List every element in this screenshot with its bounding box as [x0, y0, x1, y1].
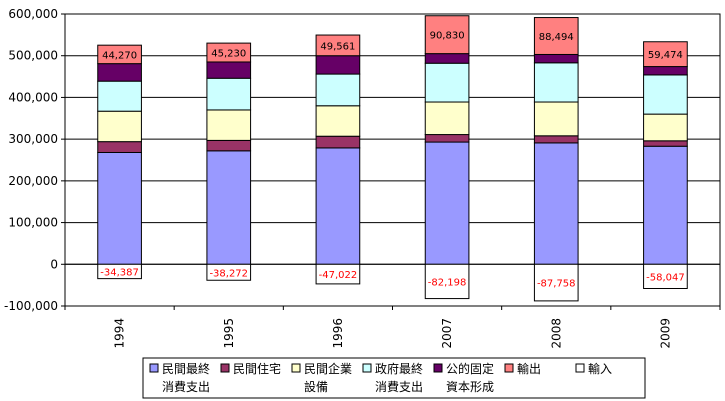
- bar-segment: [315, 73, 361, 107]
- y-tick-label: 300,000: [8, 132, 58, 146]
- bar-segment: [206, 139, 252, 152]
- legend-swatch: [575, 363, 585, 373]
- legend-label: 公的固定: [446, 361, 494, 376]
- y-tick-label: 400,000: [8, 90, 58, 104]
- bar-segment: [206, 77, 252, 111]
- y-tick-label: 200,000: [8, 174, 58, 188]
- data-labels: 44,270 -34,387 45,230 -38,272 49,561 -47,022 9…: [100, 31, 684, 290]
- bar-segment: [424, 53, 470, 64]
- legend-label: 消費支出: [375, 379, 423, 394]
- data-label: 59,474: [648, 50, 683, 61]
- bar-segment: [533, 62, 579, 103]
- bar-segment: [97, 44, 142, 65]
- bar-segment: [424, 101, 470, 136]
- plot-area: [64, 13, 721, 307]
- bar-segment: [643, 145, 688, 265]
- bar-segment: [643, 74, 688, 115]
- bar-segment: [643, 140, 688, 147]
- bar-segment: [643, 113, 688, 142]
- x-tick-label: 2009: [658, 318, 672, 349]
- x-axis: 1994 1995 1996 2007 2008 2009: [64, 306, 721, 349]
- data-label: -38,272: [209, 268, 248, 279]
- bar-segment: [206, 150, 252, 265]
- legend-swatch: [362, 363, 372, 373]
- legend-swatch: [504, 363, 514, 373]
- data-label: 44,270: [102, 50, 137, 61]
- bar-segment: [315, 263, 361, 285]
- bar-segment: [643, 263, 688, 289]
- bar-segment: [533, 101, 579, 137]
- legend-swatch: [220, 363, 230, 373]
- bar-segment: [206, 42, 252, 63]
- bar-segment: [315, 34, 361, 57]
- bar-segment: [424, 62, 470, 103]
- data-label: 45,230: [211, 49, 246, 60]
- legend-label: 民間企業: [304, 361, 352, 376]
- bar-segment: [315, 147, 361, 265]
- bar-segment: [97, 151, 142, 265]
- x-tick-label: 1994: [113, 318, 127, 349]
- legend-label: 資本形成: [446, 380, 494, 394]
- bar-segment: [206, 109, 252, 141]
- data-label: -34,387: [100, 267, 139, 278]
- legend-label: 輸入: [588, 361, 612, 376]
- bar-segment: [97, 110, 142, 143]
- x-tick-label: 1995: [222, 318, 236, 349]
- x-tick-label: 2008: [549, 318, 563, 349]
- bar-segment: [643, 41, 688, 68]
- bar-segment: [315, 135, 361, 149]
- legend-label: 設備: [304, 379, 328, 394]
- data-label: -82,198: [428, 277, 467, 288]
- y-axis: -100,000 0 100,000 200,000 300,000 400,000 500…: [4, 7, 65, 313]
- bar-segment: [97, 80, 142, 112]
- data-label: 49,561: [320, 41, 355, 52]
- bars: [97, 15, 688, 302]
- y-tick-label: -100,000: [4, 299, 58, 313]
- bar-segment: [97, 263, 142, 280]
- data-label: -87,758: [537, 279, 576, 290]
- legend-swatch: [433, 363, 443, 373]
- legend-swatch: [291, 363, 301, 373]
- legend-label: 民間最終: [162, 361, 210, 376]
- legend-label: 民間住宅: [233, 361, 281, 376]
- bar-segment: [533, 17, 579, 55]
- bar-segment: [315, 55, 361, 75]
- bar-segment: [533, 142, 579, 265]
- bar-segment: [424, 15, 470, 55]
- data-label: 90,830: [430, 31, 465, 42]
- bar-segment: [533, 135, 579, 144]
- bar-segment: [315, 105, 361, 137]
- bar-segment: [206, 263, 252, 281]
- legend-swatch: [149, 363, 159, 373]
- bar-segment: [424, 263, 470, 300]
- x-tick-label: 1996: [331, 318, 345, 349]
- data-label: 88,494: [539, 32, 574, 43]
- y-tick-label: 100,000: [8, 216, 58, 230]
- y-tick-label: 600,000: [8, 7, 58, 21]
- legend-label: 輸出: [517, 361, 541, 376]
- bar-segment: [533, 263, 579, 302]
- bar-segment: [424, 141, 470, 265]
- bar-segment: [97, 141, 142, 153]
- gridlines: [65, 55, 720, 265]
- data-label: -47,022: [319, 270, 358, 281]
- y-tick-label: 500,000: [8, 49, 58, 63]
- data-label: -58,047: [646, 272, 685, 283]
- bar-segment: [643, 66, 688, 76]
- bar-segment: [97, 63, 142, 82]
- legend-label: 政府最終: [375, 361, 423, 376]
- bar-segment: [424, 134, 470, 143]
- legend-label: 消費支出: [162, 379, 210, 394]
- y-tick-label: 0: [50, 257, 58, 271]
- bar-segment: [206, 61, 252, 79]
- x-tick-label: 2007: [440, 318, 454, 349]
- bar-segment: [533, 53, 579, 64]
